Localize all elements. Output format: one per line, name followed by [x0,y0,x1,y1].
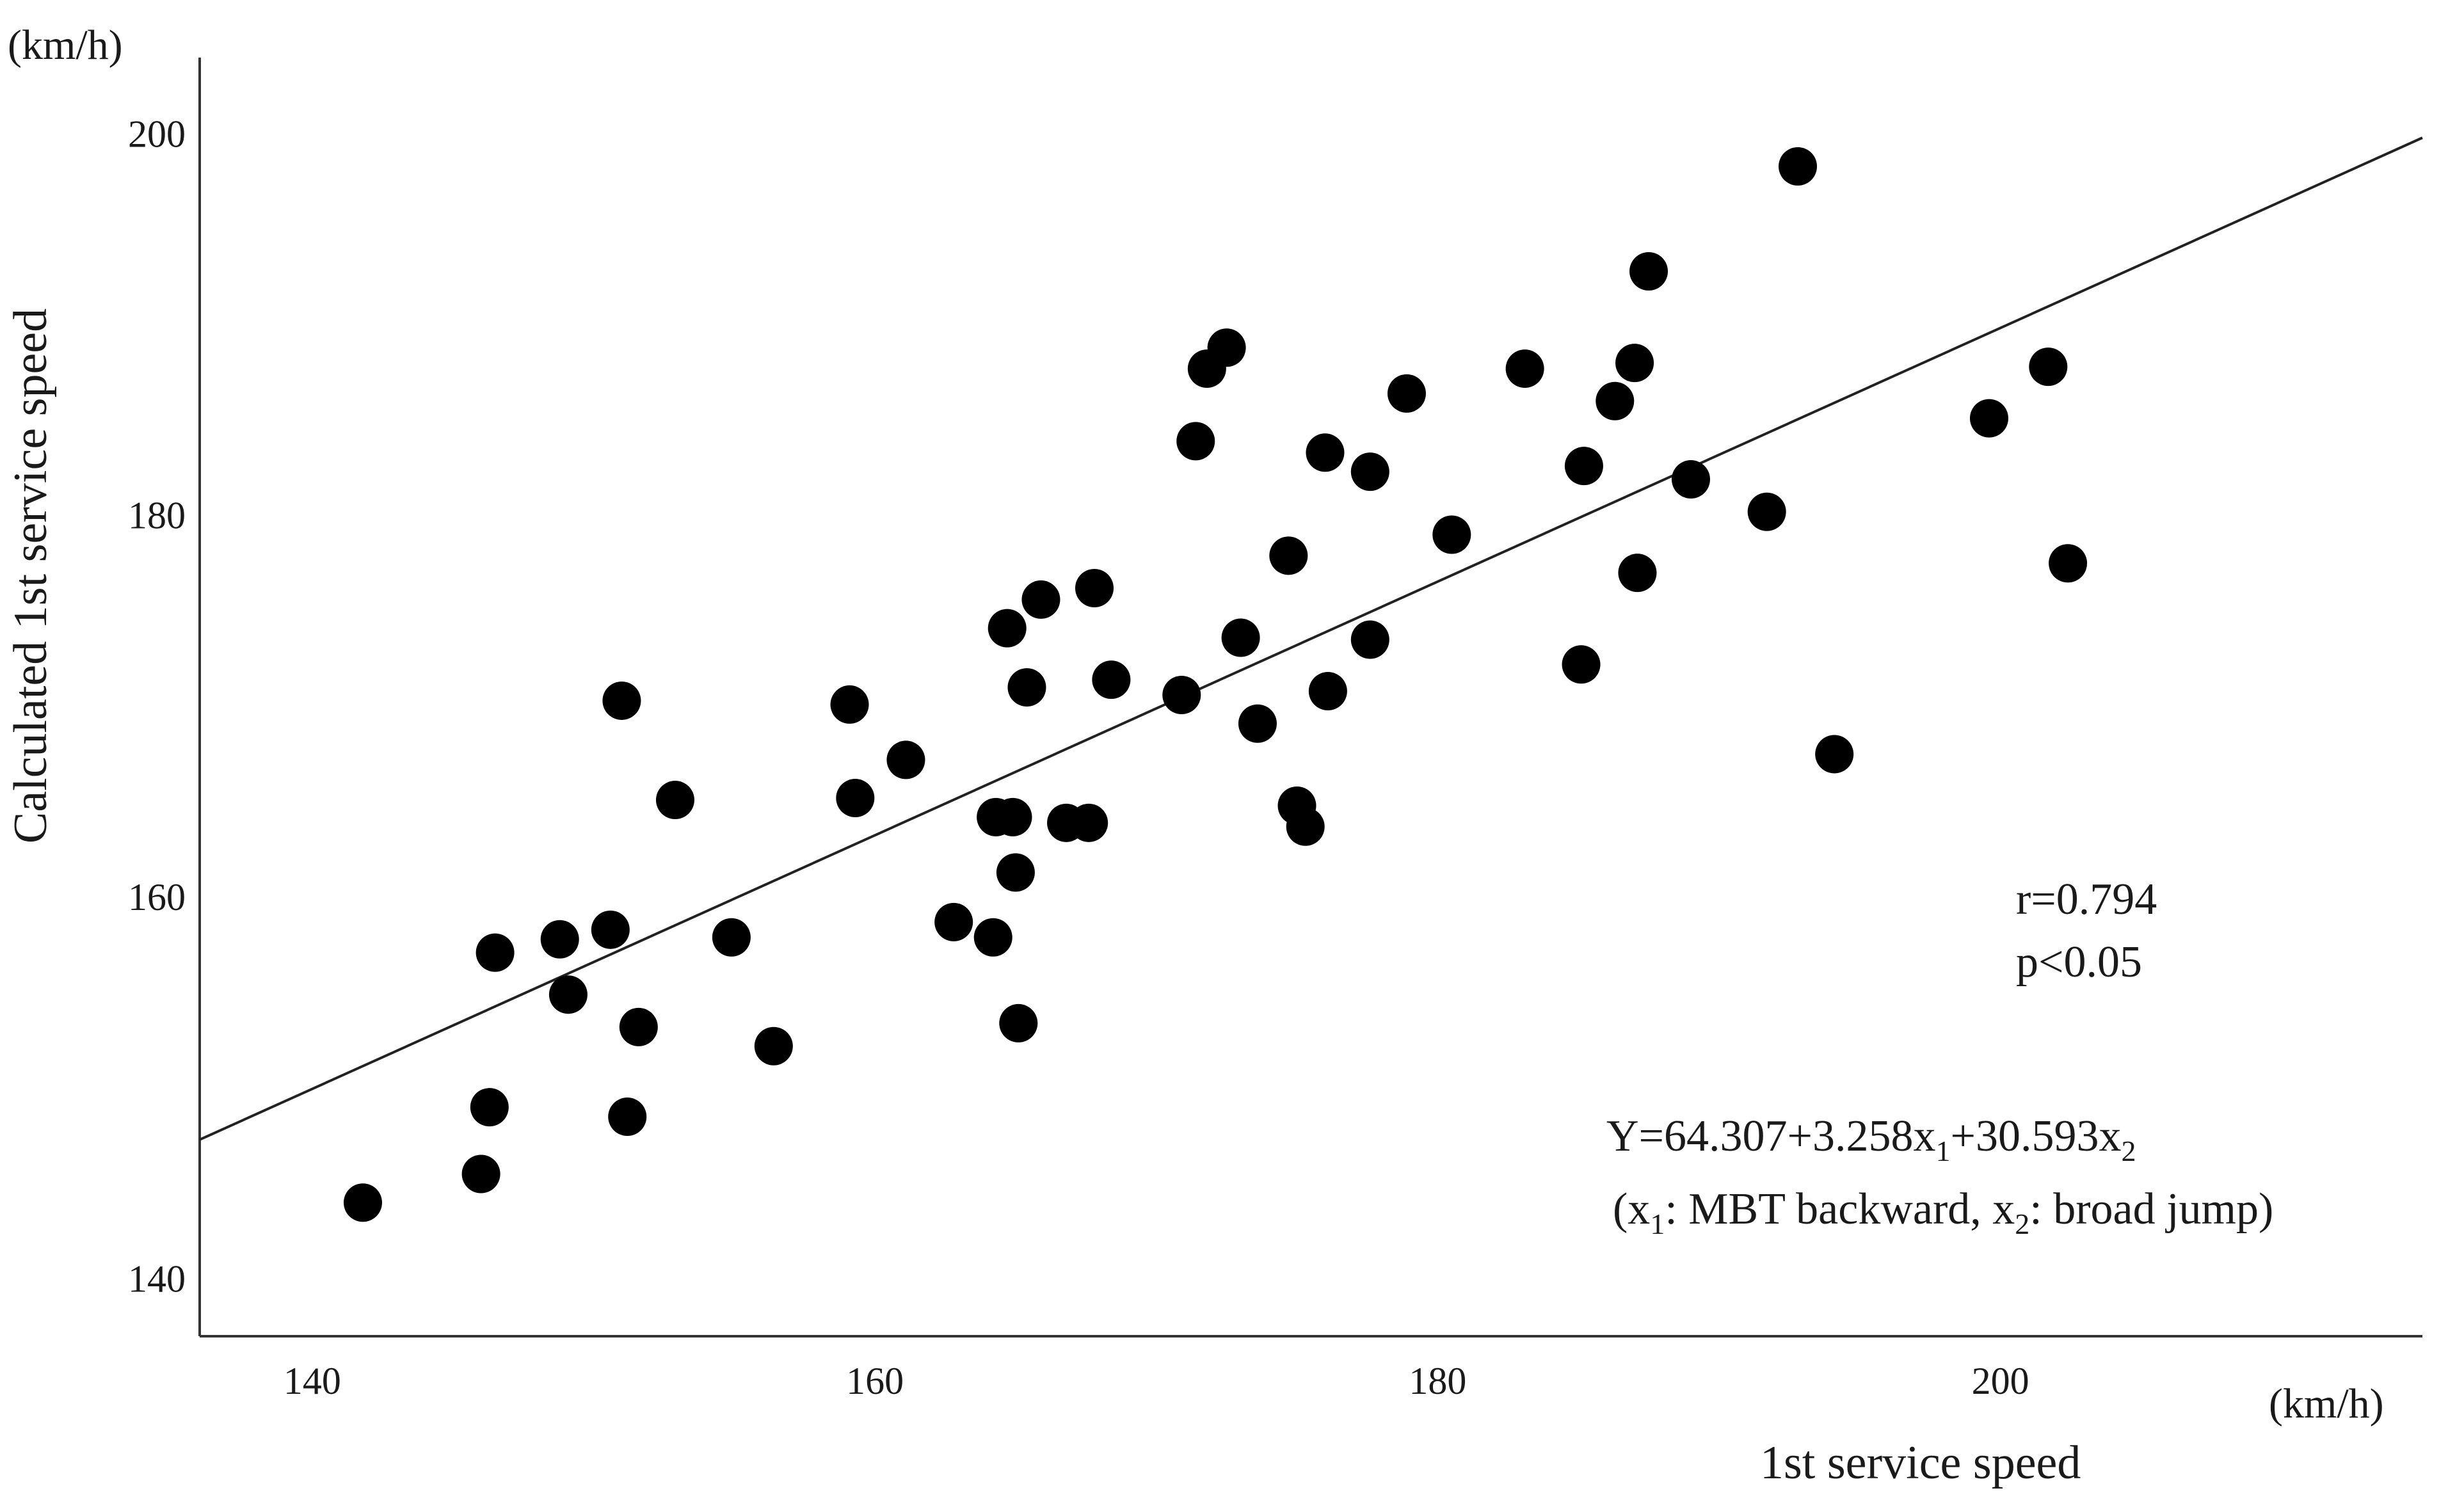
data-point [540,920,579,959]
data-point [1562,645,1601,684]
x-tick-label: 140 [284,1360,341,1402]
regression-equation: Y=64.307+3.258x1+30.593x2 [1606,1112,2136,1167]
data-point [1969,399,2008,438]
y-tick-label: 180 [128,495,186,537]
data-point [999,1003,1038,1042]
data-point [343,1183,382,1222]
data-point [1221,618,1260,657]
data-point [1306,433,1345,472]
data-point [602,681,641,720]
x-tick-label: 160 [846,1360,904,1402]
data-point [973,918,1012,957]
data-point [934,902,973,941]
data-point [548,975,588,1014]
data-point [988,609,1027,648]
p-value-label: p<0.05 [2016,938,2142,987]
data-point [1387,374,1426,413]
data-point [1629,252,1668,291]
x-tick-label: 200 [1972,1360,2029,1402]
data-point [1615,344,1654,383]
y-axis-title: Calculated 1st service speed [4,308,57,843]
data-point [1176,422,1215,461]
data-point [712,918,751,957]
data-point [1069,803,1108,842]
data-point [1815,735,1854,774]
data-point [1779,147,1818,186]
data-points [343,147,2088,1222]
data-point [1432,515,1471,554]
data-point [1747,492,1786,531]
data-point [1269,536,1308,575]
data-point [1308,672,1347,711]
data-point [1350,620,1389,659]
data-point [591,910,630,949]
data-point [608,1098,647,1137]
data-point [1671,460,1710,499]
data-point [1618,554,1657,593]
data-point [1350,452,1389,491]
y-tick-label: 160 [128,876,186,918]
data-point [996,853,1035,892]
regression-line [199,136,2423,1141]
data-point [1162,676,1201,715]
x-axis-title: 1st service speed [1760,1437,2081,1489]
correlation-label: r=0.794 [2016,875,2157,924]
data-point [830,685,869,724]
y-tick-label: 140 [128,1258,186,1300]
x-tick-label: 180 [1409,1360,1466,1402]
data-point [1505,349,1544,388]
data-point [655,781,694,820]
variable-definitions: (x1: MBT backward, x2: broad jump) [1613,1185,2273,1240]
data-point [1238,704,1277,743]
data-point [1007,668,1046,707]
data-point [1564,447,1603,486]
y-tick-labels: 140 160 180 200 [128,113,186,1300]
data-point [461,1154,500,1194]
data-point [754,1026,793,1066]
data-point [619,1007,658,1046]
data-point [886,740,925,779]
data-point [836,779,875,818]
data-point [2049,544,2088,583]
data-point [993,797,1032,836]
data-point [2029,347,2068,387]
y-axis-unit: (km/h) [8,22,123,68]
data-point [1286,807,1325,846]
x-axis-unit: (km/h) [2269,1380,2384,1427]
data-point [470,1088,509,1127]
data-point [1092,660,1131,699]
y-tick-label: 200 [128,113,186,155]
data-point [1596,381,1635,420]
data-point [476,933,515,972]
data-point [1075,569,1114,608]
data-point [1021,580,1060,619]
x-tick-labels: 140 160 180 200 [284,1360,2029,1402]
data-point [1207,328,1246,367]
